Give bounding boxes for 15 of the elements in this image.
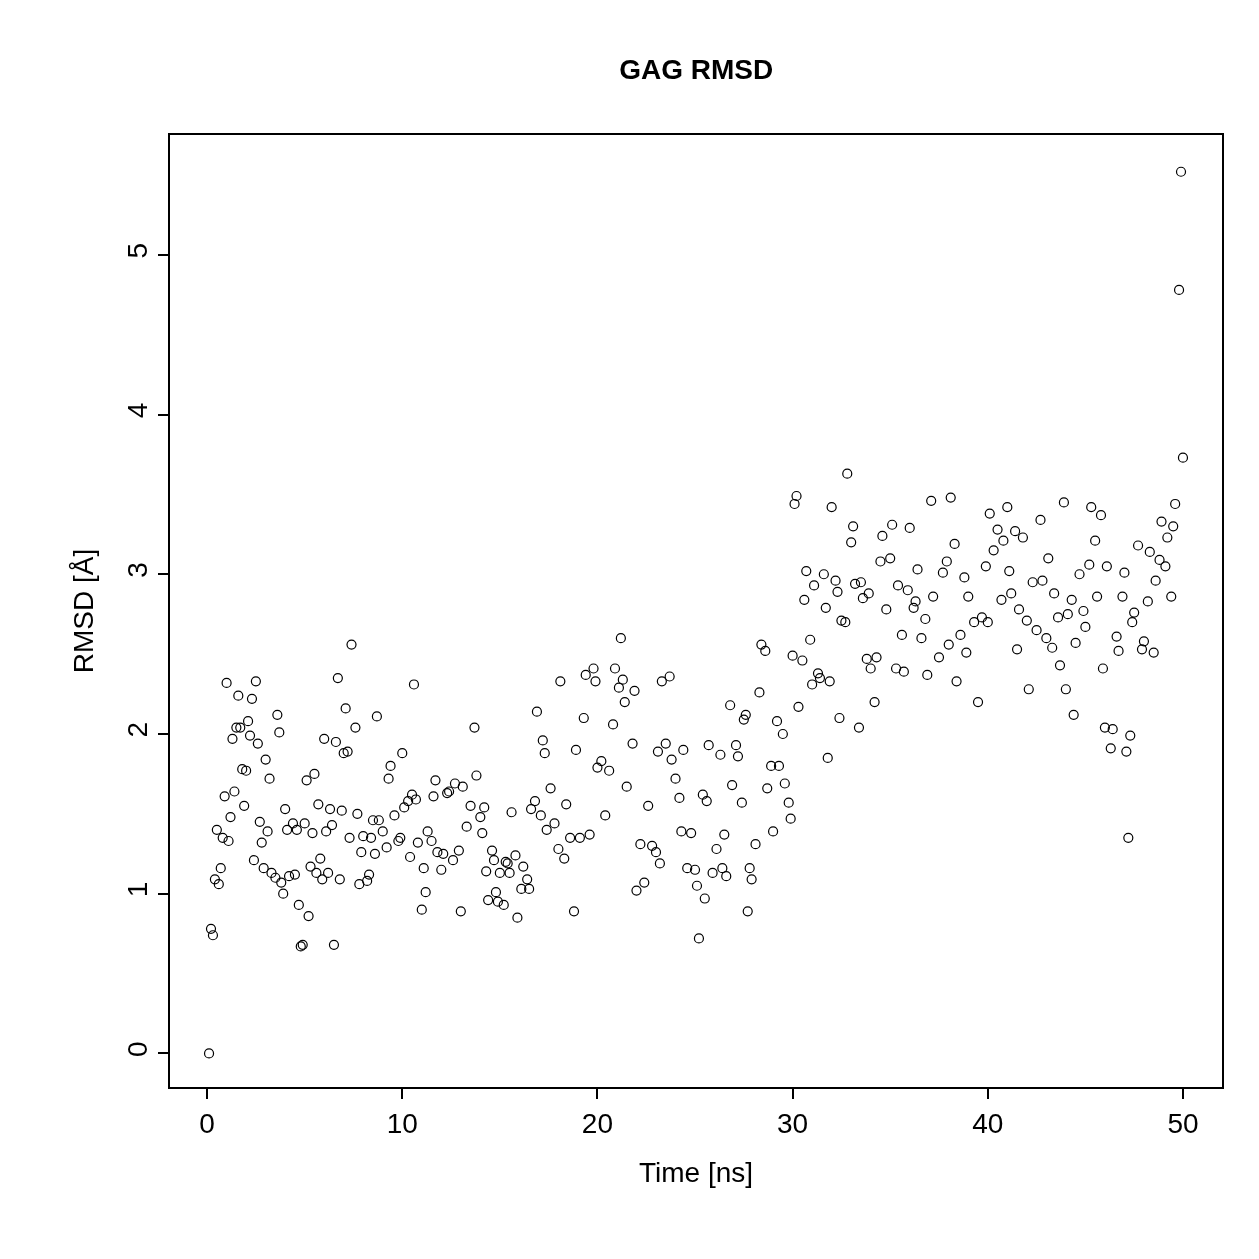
x-axis-title: Time [ns] [638,1157,754,1189]
x-tick-label: 0 [199,1107,215,1139]
y-tick-label: 3 [121,562,153,578]
y-axis-title: RMSD [Å] [68,548,99,674]
x-tick-label: 50 [1167,1107,1199,1139]
y-tick-label: 4 [121,402,153,419]
y-tick-label: 5 [121,242,153,259]
y-tick-label: 0 [121,1041,153,1058]
x-tick-label: 10 [386,1107,418,1139]
y-tick-label: 1 [121,881,153,898]
x-tick-label: 20 [581,1107,614,1139]
chart-title: GAG RMSD [619,54,774,86]
y-tick-label: 2 [121,722,153,738]
x-tick-label: 30 [777,1107,809,1139]
x-tick-label: 40 [972,1107,1004,1139]
